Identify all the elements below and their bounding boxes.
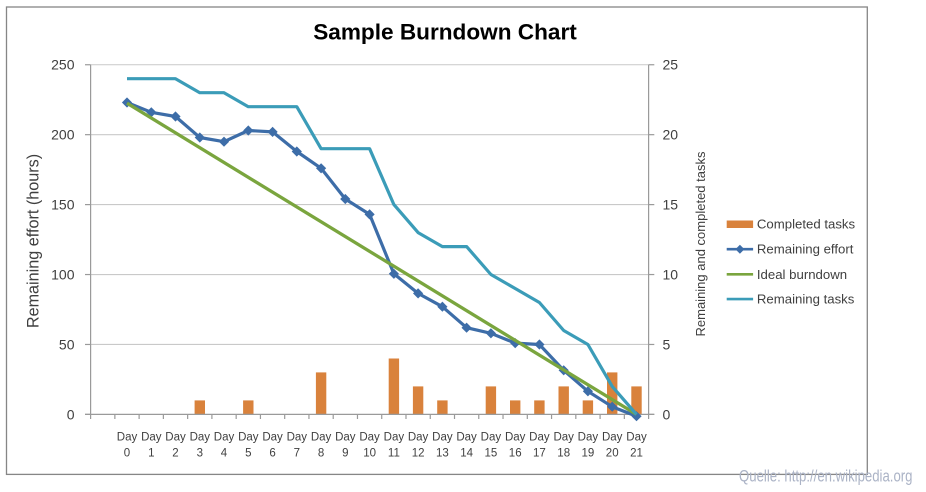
svg-text:Day: Day — [456, 432, 477, 444]
svg-text:Day: Day — [602, 432, 623, 444]
svg-text:21: 21 — [630, 448, 643, 460]
svg-text:5: 5 — [245, 448, 251, 460]
svg-text:8: 8 — [318, 448, 324, 460]
svg-text:Remaining effort (hours): Remaining effort (hours) — [25, 154, 43, 328]
svg-text:Completed tasks: Completed tasks — [757, 217, 856, 232]
svg-text:10: 10 — [363, 448, 376, 460]
svg-text:Day: Day — [165, 432, 186, 444]
svg-text:Day: Day — [505, 432, 526, 444]
svg-text:Day: Day — [529, 432, 550, 444]
svg-text:7: 7 — [294, 448, 300, 460]
svg-text:Day: Day — [141, 432, 162, 444]
svg-text:0: 0 — [124, 448, 130, 460]
svg-text:14: 14 — [460, 448, 473, 460]
svg-text:Day: Day — [553, 432, 574, 444]
svg-text:16: 16 — [509, 448, 522, 460]
svg-text:Day: Day — [481, 432, 502, 444]
svg-text:200: 200 — [51, 127, 75, 143]
svg-text:17: 17 — [533, 448, 546, 460]
svg-text:50: 50 — [59, 337, 75, 353]
svg-text:15: 15 — [485, 448, 498, 460]
svg-text:20: 20 — [663, 127, 679, 143]
svg-text:150: 150 — [51, 197, 75, 213]
svg-text:Day: Day — [238, 432, 259, 444]
svg-text:Day: Day — [190, 432, 211, 444]
svg-text:19: 19 — [582, 448, 595, 460]
svg-text:Day: Day — [359, 432, 380, 444]
svg-text:Remaining and completed tasks: Remaining and completed tasks — [693, 151, 708, 336]
svg-text:11: 11 — [388, 448, 400, 460]
svg-text:12: 12 — [412, 448, 425, 460]
svg-text:5: 5 — [663, 337, 671, 353]
svg-text:Day: Day — [626, 432, 647, 444]
svg-text:3: 3 — [197, 448, 203, 460]
svg-text:13: 13 — [436, 448, 449, 460]
svg-text:Day: Day — [335, 432, 356, 444]
svg-text:9: 9 — [342, 448, 348, 460]
svg-text:Day: Day — [117, 432, 138, 444]
svg-text:250: 250 — [51, 57, 75, 73]
svg-text:10: 10 — [663, 267, 679, 283]
svg-text:Remaining effort: Remaining effort — [757, 242, 854, 257]
svg-text:15: 15 — [663, 197, 679, 213]
svg-text:2: 2 — [172, 448, 178, 460]
svg-text:Quelle: http://en.wikipedia.or: Quelle: http://en.wikipedia.org — [739, 468, 913, 486]
svg-text:0: 0 — [663, 406, 671, 422]
svg-text:Day: Day — [578, 432, 599, 444]
svg-text:Day: Day — [408, 432, 429, 444]
svg-text:4: 4 — [221, 448, 228, 460]
svg-text:Day: Day — [287, 432, 308, 444]
svg-text:0: 0 — [67, 406, 75, 422]
svg-text:Day: Day — [432, 432, 453, 444]
svg-text:Day: Day — [214, 432, 235, 444]
svg-text:25: 25 — [663, 57, 679, 73]
svg-text:Sample Burndown Chart: Sample Burndown Chart — [313, 20, 577, 45]
svg-text:1: 1 — [148, 448, 154, 460]
svg-text:6: 6 — [269, 448, 275, 460]
svg-text:18: 18 — [557, 448, 570, 460]
svg-text:Day: Day — [262, 432, 283, 444]
svg-text:Day: Day — [384, 432, 405, 444]
svg-text:100: 100 — [51, 267, 75, 283]
svg-text:Day: Day — [311, 432, 332, 444]
svg-text:20: 20 — [606, 448, 619, 460]
svg-text:Remaining tasks: Remaining tasks — [757, 292, 855, 307]
svg-text:Ideal burndown: Ideal burndown — [757, 267, 847, 282]
